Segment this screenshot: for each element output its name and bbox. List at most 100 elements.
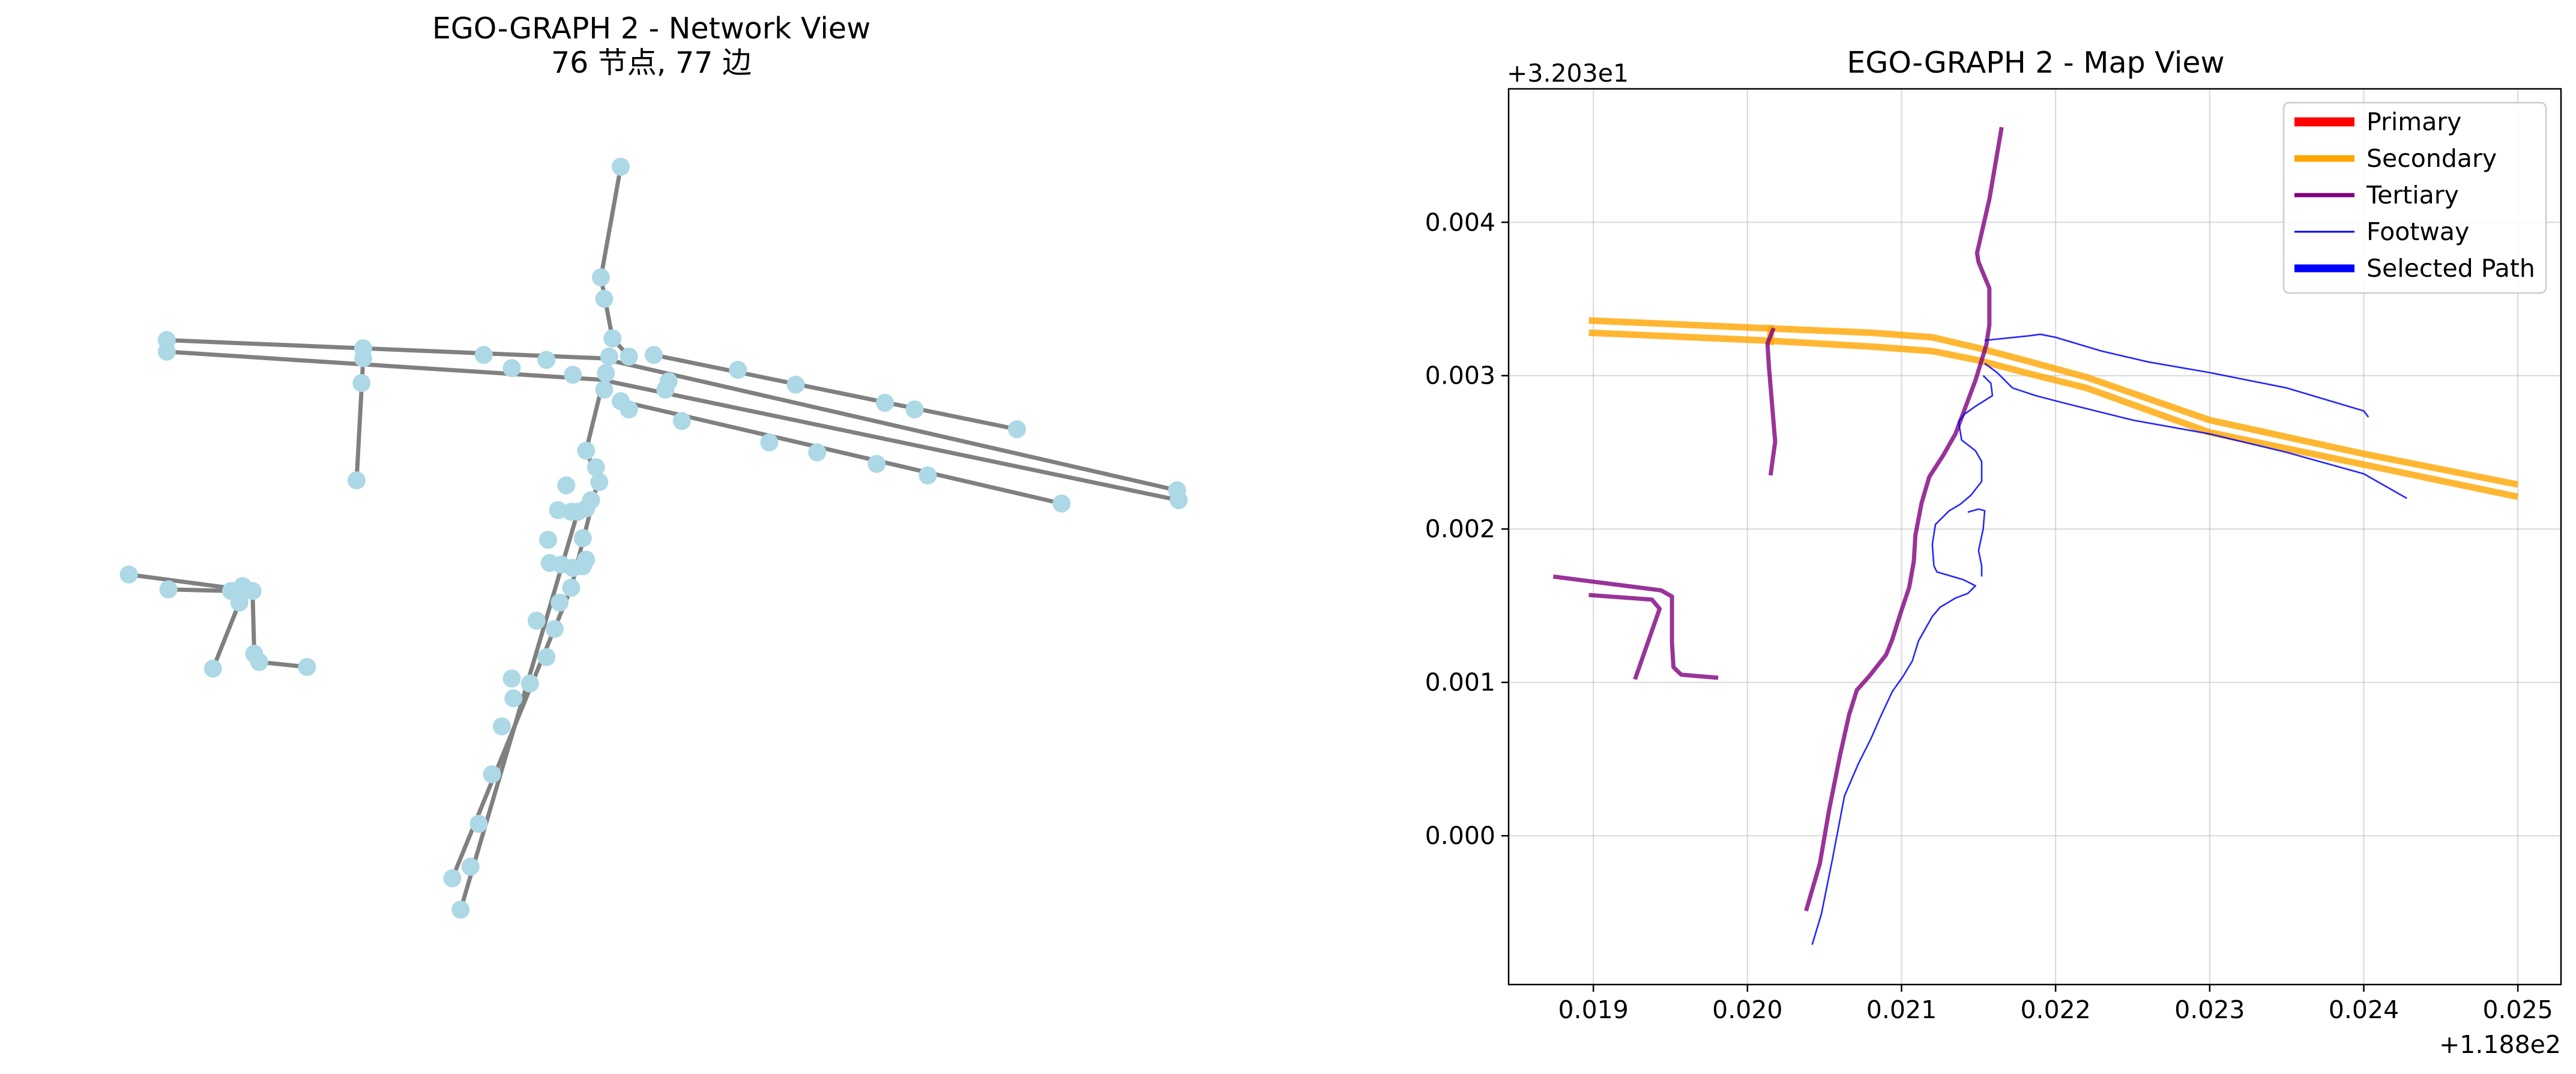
network-node [760, 433, 779, 451]
network-edge [250, 589, 256, 656]
network-node [786, 375, 805, 394]
network-node [562, 502, 581, 521]
network-node [564, 559, 582, 577]
footway-road-line [1984, 333, 2369, 418]
network-node [867, 454, 886, 473]
network-node [461, 857, 480, 876]
secondary-road-line [1588, 317, 2519, 488]
x-tick-label: 0.023 [2174, 995, 2245, 1024]
network-edge [166, 587, 234, 593]
tertiary-road-line [1552, 574, 1719, 680]
tertiary-road-line [1588, 593, 1662, 680]
network-edge [211, 600, 242, 671]
network-node [502, 669, 521, 688]
network-node [451, 901, 470, 919]
network-edge [599, 356, 1180, 493]
network-title: EGO-GRAPH 2 - Network View [432, 11, 870, 46]
x-tick-label: 0.020 [1712, 995, 1782, 1024]
network-node [537, 648, 556, 666]
network-node [612, 157, 630, 176]
network-node [549, 501, 567, 519]
legend-label-footway: Footway [2366, 217, 2469, 246]
network-node [469, 815, 488, 833]
tertiary-road-line [1804, 127, 2004, 912]
y-tick-label: 0.003 [1425, 361, 1495, 390]
y-tick-label: 0.001 [1425, 668, 1495, 697]
network-node [119, 566, 138, 584]
network-node [645, 346, 663, 364]
legend: Primary Secondary Tertiary Footway Selec… [2282, 101, 2547, 294]
network-node [573, 529, 592, 548]
network-view: EGO-GRAPH 2 - Network View 76 节点, 77 边 [119, 11, 1188, 919]
map-title: EGO-GRAPH 2 - Map View [1847, 46, 2224, 80]
secondary-road-line [1588, 329, 2519, 500]
network-node [603, 329, 622, 348]
y-tick-label: 0.004 [1425, 208, 1495, 237]
network-node [230, 593, 249, 612]
network-node [493, 717, 511, 735]
network-node [250, 653, 268, 671]
map-ticks: 0.019 0.020 0.021 0.022 0.023 0.024 0.025 0.000… [1425, 208, 2553, 1024]
network-node [157, 342, 176, 361]
network-node [483, 765, 501, 783]
network-node [918, 466, 937, 484]
network-edge [618, 399, 1064, 506]
network-nodes [119, 157, 1188, 919]
tertiary-road-line [1765, 327, 1778, 476]
network-node [590, 473, 609, 491]
network-subtitle: 76 节点, 77 边 [551, 46, 752, 80]
network-node [729, 361, 747, 379]
network-node [550, 593, 569, 612]
x-tick-label: 0.025 [2482, 995, 2553, 1024]
network-node [876, 394, 894, 412]
network-node [595, 381, 614, 399]
network-node [600, 348, 618, 366]
network-node [587, 458, 605, 477]
map-view: EGO-GRAPH 2 - Map View +3.203e1 +1.188e2… [1425, 46, 2562, 1059]
network-node [557, 476, 576, 495]
network-node [443, 869, 462, 887]
network-edges [127, 164, 1181, 912]
network-edge [599, 275, 615, 341]
network-node [1008, 420, 1026, 438]
network-edge [651, 352, 1019, 432]
legend-label-primary: Primary [2366, 107, 2461, 136]
network-node [539, 531, 557, 549]
x-tick-label: 0.019 [1558, 995, 1628, 1024]
footway-road-line [1984, 363, 2407, 499]
y-tick-label: 0.002 [1425, 514, 1495, 543]
network-node [905, 400, 924, 418]
network-edge [164, 338, 603, 361]
network-node [1169, 491, 1188, 510]
y-tick-label: 0.000 [1425, 821, 1495, 850]
x-tick-label: 0.021 [1866, 995, 1937, 1024]
network-node [620, 348, 638, 366]
network-node [577, 441, 596, 460]
network-node [527, 612, 546, 630]
network-node [592, 268, 610, 286]
network-node [504, 689, 523, 708]
network-node [595, 289, 614, 308]
network-node [620, 400, 638, 418]
network-node [672, 412, 691, 430]
legend-label-secondary: Secondary [2366, 144, 2497, 173]
map-lines [1552, 127, 2519, 945]
network-edge [599, 164, 623, 280]
network-node [243, 582, 262, 600]
network-node [562, 579, 581, 597]
network-node [204, 659, 222, 678]
network-node [546, 620, 564, 638]
x-offset-label: +1.188e2 [2439, 1030, 2561, 1059]
network-node [348, 471, 366, 490]
footway-road-line [1811, 375, 1994, 945]
legend-label-tertiary: Tertiary [2366, 181, 2459, 210]
network-node [597, 364, 615, 382]
network-node [564, 366, 582, 384]
footway-road-line [1967, 508, 1986, 577]
network-node [656, 381, 675, 399]
network-node [354, 349, 372, 367]
legend-label-selected-path: Selected Path [2366, 254, 2535, 283]
network-node [474, 346, 493, 364]
network-node [298, 658, 316, 676]
